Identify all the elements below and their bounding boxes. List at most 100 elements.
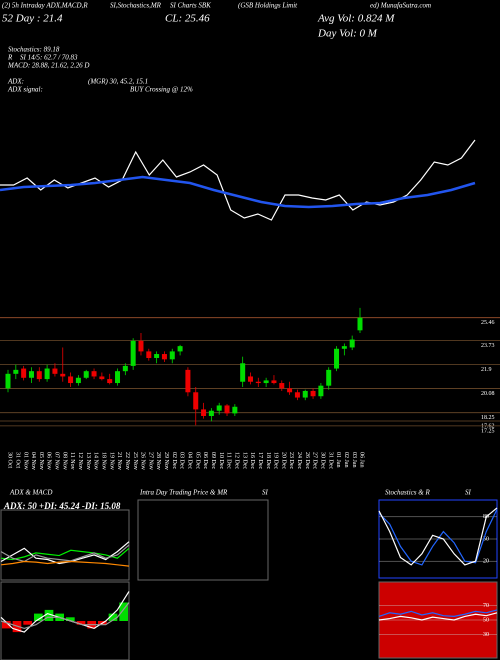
- candle-body: [294, 392, 300, 398]
- header-text: (GSB Holdings Limit: [238, 2, 298, 10]
- intraday-panel: [137, 499, 269, 581]
- panel-title: Stochastics & R: [385, 489, 430, 497]
- x-tick-label: 01 Nov: [22, 452, 28, 470]
- header-text: (MGR) 30, 45.2, 15.1: [88, 78, 148, 86]
- x-tick-label: 04 Dec: [187, 452, 193, 469]
- y-tick-label: 20: [483, 559, 489, 565]
- macd-bar: [2, 621, 11, 629]
- candle-body: [287, 388, 293, 393]
- indicator-line: [378, 609, 498, 618]
- x-tick-label: 19 Dec: [273, 452, 279, 469]
- header-text: ed) MunafaSutra.com: [370, 2, 431, 10]
- candle-body: [232, 406, 238, 414]
- x-tick-label: 20 Dec: [280, 452, 286, 469]
- x-tick-label: 27 Nov: [147, 452, 153, 470]
- x-tick-label: 09 Dec: [210, 452, 216, 469]
- candle-body: [193, 392, 199, 410]
- panel-title: SI: [262, 489, 269, 497]
- x-tick-label: 26 Nov: [140, 452, 146, 470]
- x-tick-label: 30 Dec: [320, 452, 326, 469]
- y-tick-label: 18.25: [481, 415, 495, 421]
- header-text: (2) 5h Intraday ADX,MACD,R: [2, 2, 88, 10]
- indicator-line: [378, 509, 498, 566]
- x-tick-label: 13 Nov: [85, 452, 91, 470]
- candle-body: [318, 385, 324, 397]
- y-tick-label: 70: [483, 603, 489, 609]
- candle-body: [341, 346, 347, 349]
- indicator-line: [0, 560, 130, 567]
- candle-body: [326, 369, 332, 386]
- macd-bar: [66, 617, 75, 621]
- x-tick-label: 13 Dec: [241, 452, 247, 469]
- candle-body: [279, 383, 285, 389]
- macd-bar: [34, 613, 43, 621]
- x-tick-label: 22 Nov: [124, 452, 130, 470]
- y-tick-label: 17.25: [481, 428, 495, 434]
- macd-bar: [108, 613, 118, 621]
- candle-body: [52, 368, 58, 374]
- candle-body: [208, 410, 214, 416]
- candle-body: [154, 354, 160, 358]
- x-tick-label: 30 Oct: [7, 452, 13, 468]
- x-tick-label: 01 Jan: [335, 452, 341, 468]
- candle-body: [169, 351, 175, 360]
- x-tick-label: 10 Dec: [218, 452, 224, 469]
- x-tick-label: 06 Jan: [359, 452, 365, 468]
- y-tick-label: 30: [483, 632, 489, 638]
- header-text: MACD: 28.88, 21.62, 2.26 D: [7, 62, 89, 70]
- header-text: SI 14/5: 62.7 / 70.83: [20, 54, 78, 62]
- panel-title: Intra Day Trading Price & MR: [139, 489, 228, 497]
- candle-body: [271, 380, 277, 384]
- x-tick-label: 27 Dec: [312, 452, 318, 469]
- candle-body: [357, 317, 363, 331]
- candle-body: [122, 365, 128, 372]
- y-tick-label: 23.73: [481, 343, 495, 349]
- x-tick-label: 26 Dec: [304, 452, 310, 469]
- candle-body: [5, 373, 11, 389]
- header-text: Day Vol: 0 M: [317, 28, 378, 40]
- header-text: ADX:: [7, 78, 24, 86]
- x-tick-label: 31 Oct: [14, 452, 20, 468]
- x-tick-label: 25 Nov: [132, 452, 138, 470]
- x-tick-label: 14 Nov: [93, 452, 99, 470]
- candle-body: [75, 377, 81, 384]
- x-tick-label: 07 Nov: [54, 452, 60, 470]
- panel-subtitle: ADX: 50 +DI: 45.24 -DI: 15.08: [3, 501, 121, 511]
- x-tick-label: 31 Dec: [327, 452, 333, 469]
- x-tick-label: 08 Nov: [61, 452, 67, 470]
- candle-body: [107, 379, 113, 384]
- candle-body: [91, 371, 97, 377]
- macd-bar: [44, 609, 54, 621]
- candle-body: [138, 340, 144, 352]
- candle-body: [115, 371, 121, 384]
- indicator-line: [0, 547, 130, 561]
- candle-body: [99, 376, 105, 380]
- header-text: Avg Vol: 0.824 M: [317, 13, 395, 25]
- y-tick-label: 50: [483, 536, 489, 542]
- y-tick-label: 21.9: [481, 367, 492, 373]
- indicator-line: [0, 602, 130, 630]
- candle-body: [44, 368, 50, 380]
- x-tick-label: 12 Dec: [233, 452, 239, 469]
- candle-body: [334, 348, 340, 369]
- x-tick-label: 05 Dec: [194, 452, 200, 469]
- x-tick-label: 11 Nov: [69, 452, 75, 470]
- candle-body: [146, 351, 152, 358]
- candle-body: [349, 339, 355, 348]
- x-tick-label: 11 Dec: [226, 452, 232, 469]
- x-tick-label: 03 Dec: [179, 452, 185, 469]
- candle-body: [68, 376, 74, 384]
- candle-body: [185, 369, 191, 393]
- candle-body: [36, 371, 42, 380]
- candle-body: [216, 405, 222, 411]
- y-tick-label: 20.08: [481, 391, 495, 397]
- x-tick-label: 21 Nov: [116, 452, 122, 470]
- header-text: SI Charts SBK: [170, 2, 211, 10]
- candle-body: [83, 371, 89, 378]
- x-tick-label: 04 Nov: [30, 452, 36, 470]
- header-text: BUY Crossing @ 12%: [130, 86, 193, 94]
- macd-bar: [76, 621, 86, 625]
- x-tick-label: 06 Nov: [46, 452, 52, 470]
- candle-body: [60, 373, 66, 377]
- candle-body: [240, 363, 246, 382]
